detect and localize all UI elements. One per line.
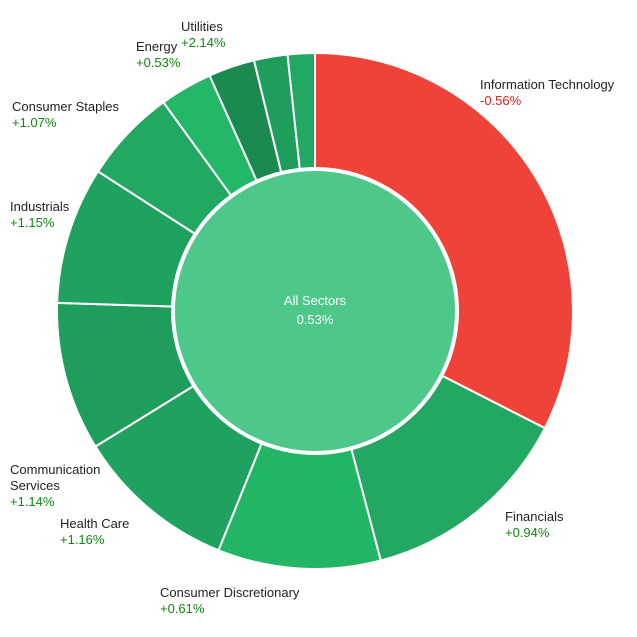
label-consumer-discretionary: Consumer Discretionary+0.61% (160, 585, 300, 616)
label-value: +1.14% (10, 494, 55, 509)
center-disc[interactable] (173, 169, 457, 453)
label-financials: Financials+0.94% (505, 509, 564, 540)
label-value: +1.15% (10, 215, 55, 230)
label-value: +0.94% (505, 525, 550, 540)
center-label: All Sectors (284, 293, 347, 308)
label-utilities: Utilities+2.14% (181, 19, 226, 50)
label-value: +1.07% (12, 115, 57, 130)
label-value: +2.14% (181, 35, 226, 50)
label-name: Health Care (60, 516, 129, 531)
label-value: -0.56% (480, 93, 522, 108)
label-value: +1.16% (60, 532, 105, 547)
label-health-care: Health Care+1.16% (60, 516, 129, 547)
labels-group: Information Technology-0.56%Financials+0… (10, 19, 615, 616)
label-information-technology: Information Technology-0.56% (480, 77, 615, 108)
label-name: Industrials (10, 199, 70, 214)
label-name: Utilities (181, 19, 223, 34)
label-name-line: Communication (10, 462, 100, 477)
label-name: Information Technology (480, 77, 615, 92)
label-value: +0.53% (136, 55, 181, 70)
label-consumer-staples: Consumer Staples+1.07% (12, 99, 119, 130)
label-energy: Energy+0.53% (136, 39, 181, 70)
slices-group (56, 51, 574, 570)
label-name: Consumer Staples (12, 99, 119, 114)
label-name: Financials (505, 509, 564, 524)
slice-information-technology[interactable] (314, 51, 574, 430)
center-value: 0.53% (297, 312, 334, 327)
label-name-line: Services (10, 478, 60, 493)
label-name: Energy (136, 39, 178, 54)
label-name: Consumer Discretionary (160, 585, 300, 600)
label-value: +0.61% (160, 601, 205, 616)
label-industrials: Industrials+1.15% (10, 199, 70, 230)
slice-utilities[interactable] (286, 51, 316, 170)
